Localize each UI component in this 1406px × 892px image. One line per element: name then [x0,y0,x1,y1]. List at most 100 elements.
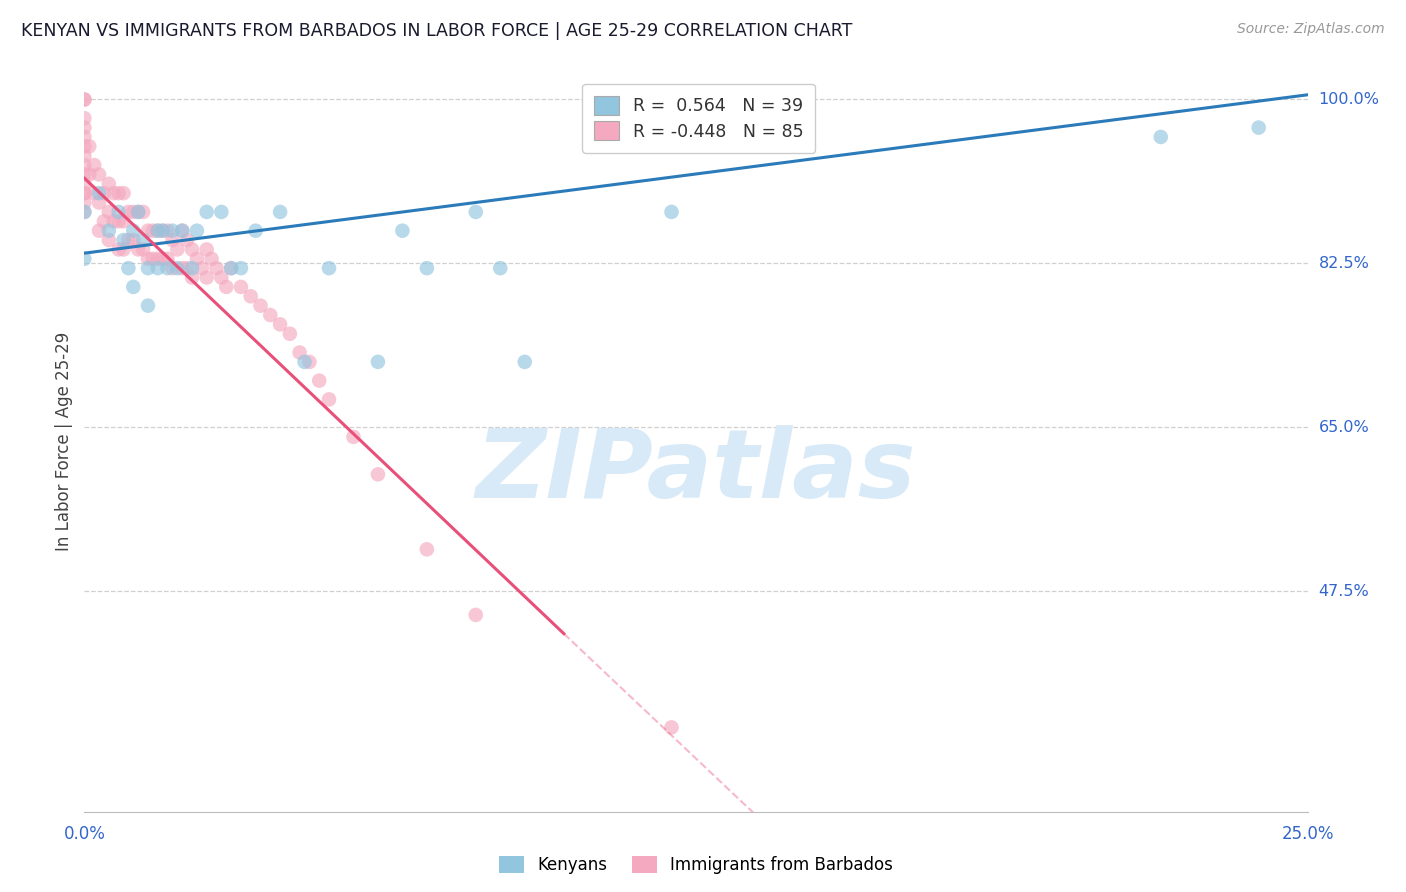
Point [97,233,120,247]
Point [294,355,316,369]
Point [73,93,96,107]
Point [87,186,110,201]
Text: Source: ZipAtlas.com: Source: ZipAtlas.com [1237,22,1385,37]
Point [391,224,413,238]
Point [127,205,149,219]
Point [107,243,129,257]
Point [122,280,145,294]
Point [200,252,222,266]
Point [93,186,115,201]
Point [367,355,389,369]
Point [249,299,271,313]
Point [107,186,129,201]
Point [73,177,96,191]
Point [112,243,135,257]
Point [195,270,218,285]
Point [142,224,165,238]
Point [162,261,184,276]
Point [122,233,145,247]
Point [661,720,683,734]
Point [513,355,536,369]
Point [97,205,120,219]
Point [195,243,218,257]
Point [77,168,100,182]
Point [416,542,439,557]
Point [132,243,155,257]
Point [205,261,228,276]
Point [278,326,301,341]
Point [87,195,110,210]
Point [122,224,145,238]
Point [103,214,125,228]
Point [162,233,184,247]
Point [191,261,214,276]
Point [132,205,155,219]
Point [239,289,262,303]
Point [172,224,194,238]
Point [136,252,159,266]
Point [219,261,242,276]
Point [87,224,110,238]
Point [152,252,174,266]
Point [73,205,96,219]
Point [136,261,159,276]
Point [176,261,198,276]
Point [136,224,159,238]
Point [146,252,169,266]
Point [73,130,96,145]
Text: 100.0%: 100.0% [1319,92,1379,107]
Point [73,112,96,126]
Text: 65.0%: 65.0% [1319,420,1369,435]
Point [73,186,96,201]
Point [176,233,198,247]
Point [367,467,389,482]
Point [97,177,120,191]
Point [73,252,96,266]
Point [152,224,174,238]
Point [489,261,512,276]
Point [73,120,96,135]
Point [464,205,486,219]
Text: 82.5%: 82.5% [1319,256,1369,271]
Point [127,243,149,257]
Point [83,186,105,201]
Point [298,355,321,369]
Point [107,205,129,219]
Point [93,214,115,228]
Point [308,374,330,388]
Point [259,308,281,322]
Point [1247,120,1270,135]
Point [132,233,155,247]
Point [186,252,208,266]
Point [342,430,364,444]
Point [245,224,267,238]
Point [318,392,340,407]
Point [269,318,291,332]
Point [166,261,188,276]
Y-axis label: In Labor Force | Age 25-29: In Labor Force | Age 25-29 [55,332,73,551]
Point [229,261,252,276]
Point [156,261,179,276]
Point [1150,130,1173,145]
Point [73,158,96,172]
Point [146,224,169,238]
Point [318,261,340,276]
Point [73,195,96,210]
Point [73,149,96,163]
Point [181,261,204,276]
Point [181,270,204,285]
Point [209,205,232,219]
Point [136,299,159,313]
Point [117,205,139,219]
Point [209,270,232,285]
Point [112,233,135,247]
Point [73,205,96,219]
Point [146,261,169,276]
Point [152,224,174,238]
Point [73,139,96,153]
Point [181,243,204,257]
Point [97,224,120,238]
Point [146,224,169,238]
Point [112,214,135,228]
Point [77,139,100,153]
